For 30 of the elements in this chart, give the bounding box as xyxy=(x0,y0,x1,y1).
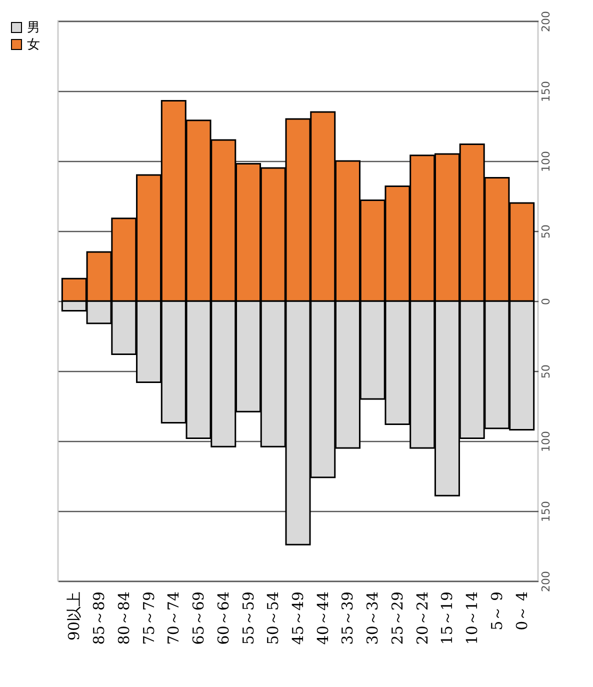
x-tick-label: 45～49 xyxy=(289,592,307,645)
y-tick-label: 150 xyxy=(540,501,552,522)
x-tick-label: 80～84 xyxy=(114,592,133,645)
x-tick-label: 20～24 xyxy=(413,592,432,645)
y-tick-label: 200 xyxy=(540,11,552,32)
x-tick-label: 30～34 xyxy=(364,592,382,645)
y-tick-label: 150 xyxy=(540,81,552,102)
x-tick-label: 10～14 xyxy=(463,592,482,645)
y-tick-label: 50 xyxy=(540,224,552,238)
x-tick-label: 65～69 xyxy=(190,592,208,645)
x-tick-label: 35～39 xyxy=(338,592,357,645)
x-tick-label: 0～ 4 xyxy=(512,592,531,630)
x-tick-label: 15～19 xyxy=(438,592,456,645)
x-tick-label: 75～79 xyxy=(140,592,158,645)
y-tick-label: 0 xyxy=(540,298,552,305)
x-tick-label: 5～ 9 xyxy=(488,592,506,630)
x-tick-label: 25～29 xyxy=(388,592,406,645)
x-tick-label: 50～54 xyxy=(264,592,282,645)
y-tick-label: 100 xyxy=(540,431,552,452)
x-tick-label: 55～59 xyxy=(239,592,258,645)
legend-label: 男 xyxy=(27,20,40,36)
y-tick-label: 50 xyxy=(540,364,552,378)
x-tick-label: 85～89 xyxy=(90,592,108,645)
x-tick-label: 90以上 xyxy=(65,592,84,641)
x-tick-label: 70～74 xyxy=(164,592,183,645)
x-tick-label: 40～44 xyxy=(314,592,332,645)
x-tick-label: 60～64 xyxy=(214,592,232,645)
y-tick-label: 200 xyxy=(540,571,552,592)
y-tick-label: 100 xyxy=(540,151,552,172)
legend-label: 女 xyxy=(27,38,40,52)
